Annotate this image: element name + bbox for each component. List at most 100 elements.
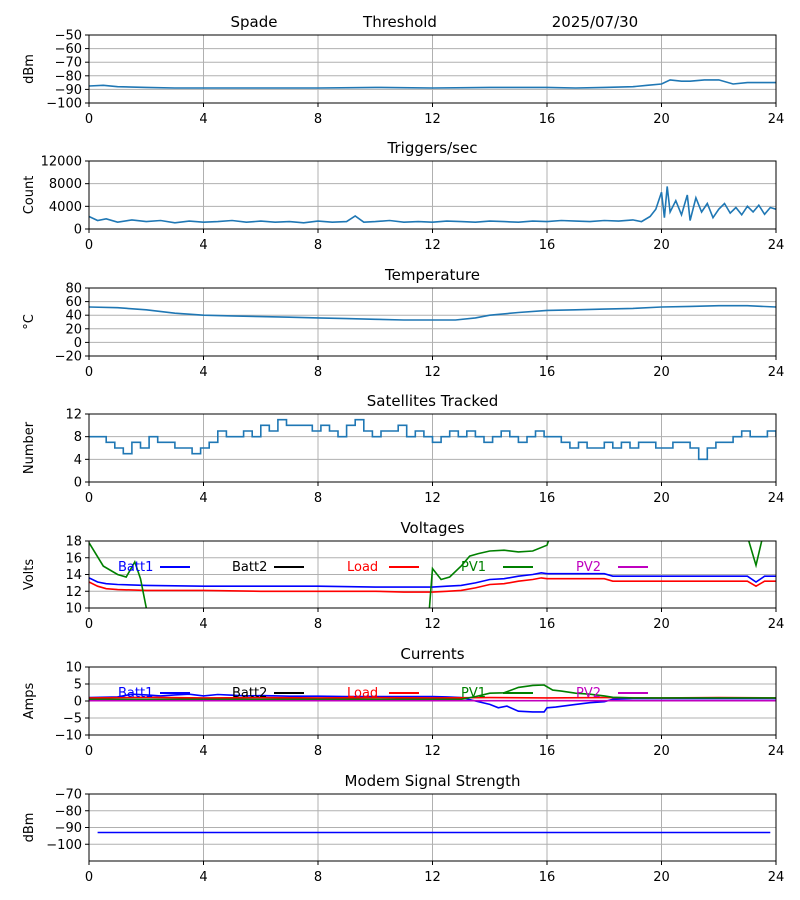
legend-label: Load	[347, 686, 378, 701]
x-tick-label: 8	[314, 870, 322, 885]
legend-label: Load	[347, 560, 378, 575]
x-tick-label: 24	[768, 112, 785, 127]
x-tick-label: 4	[199, 744, 207, 759]
panel-satellites: 0 4 8 12 16 20 24 0 4 8 12 Satellites Tracked Number	[22, 392, 784, 506]
y-tick-label: 8	[74, 430, 82, 445]
x-tick-label: 4	[199, 365, 207, 380]
y-tick-label: −10	[55, 729, 82, 744]
x-tick-label: 16	[539, 870, 556, 885]
x-tick-label: 12	[424, 491, 441, 506]
x-tick-label: 0	[85, 870, 93, 885]
x-tick-label: 12	[424, 744, 441, 759]
y-tick-label: −20	[55, 350, 82, 365]
panel-title: Voltages	[400, 519, 464, 537]
y-axis-label: Volts	[22, 559, 37, 591]
y-tick-label: 16	[65, 551, 82, 566]
y-tick-label: 18	[65, 535, 82, 550]
x-tick-label: 16	[539, 112, 556, 127]
panel-title: Temperature	[384, 266, 480, 284]
legend-label: Batt1	[118, 686, 153, 701]
x-tick-label: 4	[199, 238, 207, 253]
y-axis-label: Amps	[22, 682, 37, 719]
header-station: Spade	[231, 13, 278, 31]
y-tick-label: −60	[55, 42, 82, 57]
x-tick-label: 12	[424, 870, 441, 885]
legend-label: PV1	[461, 686, 486, 701]
header-mode: Threshold	[362, 13, 437, 31]
panel-title: Triggers/sec	[387, 139, 478, 157]
y-axis-label: dBm	[22, 813, 37, 843]
series-line	[89, 304, 776, 321]
y-tick-label: −100	[46, 838, 82, 853]
y-tick-label: 80	[65, 282, 82, 297]
x-tick-label: 8	[314, 238, 322, 253]
panel-title: Currents	[400, 645, 464, 663]
y-tick-label: 5	[74, 678, 82, 693]
y-tick-label: 0	[74, 695, 82, 710]
x-tick-label: 20	[653, 870, 670, 885]
x-tick-label: 24	[768, 744, 785, 759]
legend-label: PV2	[576, 560, 601, 575]
y-tick-label: 10	[65, 661, 82, 676]
x-tick-label: 8	[314, 744, 322, 759]
x-tick-label: 8	[314, 491, 322, 506]
y-tick-label: 14	[65, 568, 82, 583]
x-tick-label: 20	[653, 744, 670, 759]
y-tick-label: 60	[65, 295, 82, 310]
series-line-pv1	[89, 541, 550, 608]
x-tick-label: 20	[653, 617, 670, 632]
x-tick-label: 8	[314, 365, 322, 380]
series-line	[89, 418, 776, 461]
x-tick-label: 0	[85, 112, 93, 127]
x-tick-label: 16	[539, 744, 556, 759]
y-tick-label: 10	[65, 602, 82, 617]
x-tick-label: 4	[199, 491, 207, 506]
x-tick-label: 20	[653, 112, 670, 127]
y-tick-label: −70	[55, 788, 82, 803]
x-tick-label: 24	[768, 491, 785, 506]
legend-label: Batt2	[232, 560, 267, 575]
panel-triggers: 0 4 8 12 16 20 24 0 4000 8000 12000 Triggers/sec Cou…	[22, 139, 784, 253]
x-tick-label: 8	[314, 617, 322, 632]
y-tick-label: 4	[74, 453, 82, 468]
x-tick-label: 4	[199, 617, 207, 632]
x-tick-label: 12	[424, 365, 441, 380]
y-tick-label: 0	[74, 223, 82, 238]
y-tick-label: 4000	[49, 200, 82, 215]
y-axis-label: °C	[22, 314, 37, 330]
y-tick-label: −5	[63, 712, 82, 727]
y-tick-label: −80	[55, 804, 82, 819]
series-line-batt1	[89, 571, 776, 588]
series-line	[89, 79, 776, 89]
x-tick-label: 20	[653, 365, 670, 380]
x-tick-label: 8	[314, 112, 322, 127]
x-tick-label: 0	[85, 744, 93, 759]
y-axis-label: Number	[22, 421, 37, 474]
panel-modem: 0 4 8 12 16 20 24 −100 −90 −80−70 Modem Signal Str…	[22, 772, 784, 885]
x-tick-label: 20	[653, 491, 670, 506]
series-line	[89, 186, 776, 224]
series-line-load	[89, 577, 776, 593]
y-tick-label: 12	[65, 408, 82, 423]
x-tick-label: 16	[539, 617, 556, 632]
panel-title: Satellites Tracked	[367, 392, 498, 410]
x-tick-label: 24	[768, 617, 785, 632]
x-tick-label: 20	[653, 238, 670, 253]
x-tick-label: 12	[424, 238, 441, 253]
legend-label: Batt1	[118, 560, 153, 575]
x-tick-label: 0	[85, 365, 93, 380]
x-tick-label: 16	[539, 365, 556, 380]
x-tick-label: 0	[85, 238, 93, 253]
y-tick-label: −70	[55, 56, 82, 71]
y-tick-label: 0	[74, 476, 82, 491]
y-tick-label: −100	[46, 97, 82, 112]
x-tick-label: 24	[768, 870, 785, 885]
y-tick-label: −50	[55, 29, 82, 44]
y-axis-label: dBm	[22, 54, 37, 84]
y-tick-label: 8000	[49, 177, 82, 192]
x-tick-label: 0	[85, 617, 93, 632]
y-axis-label: Count	[22, 176, 37, 215]
